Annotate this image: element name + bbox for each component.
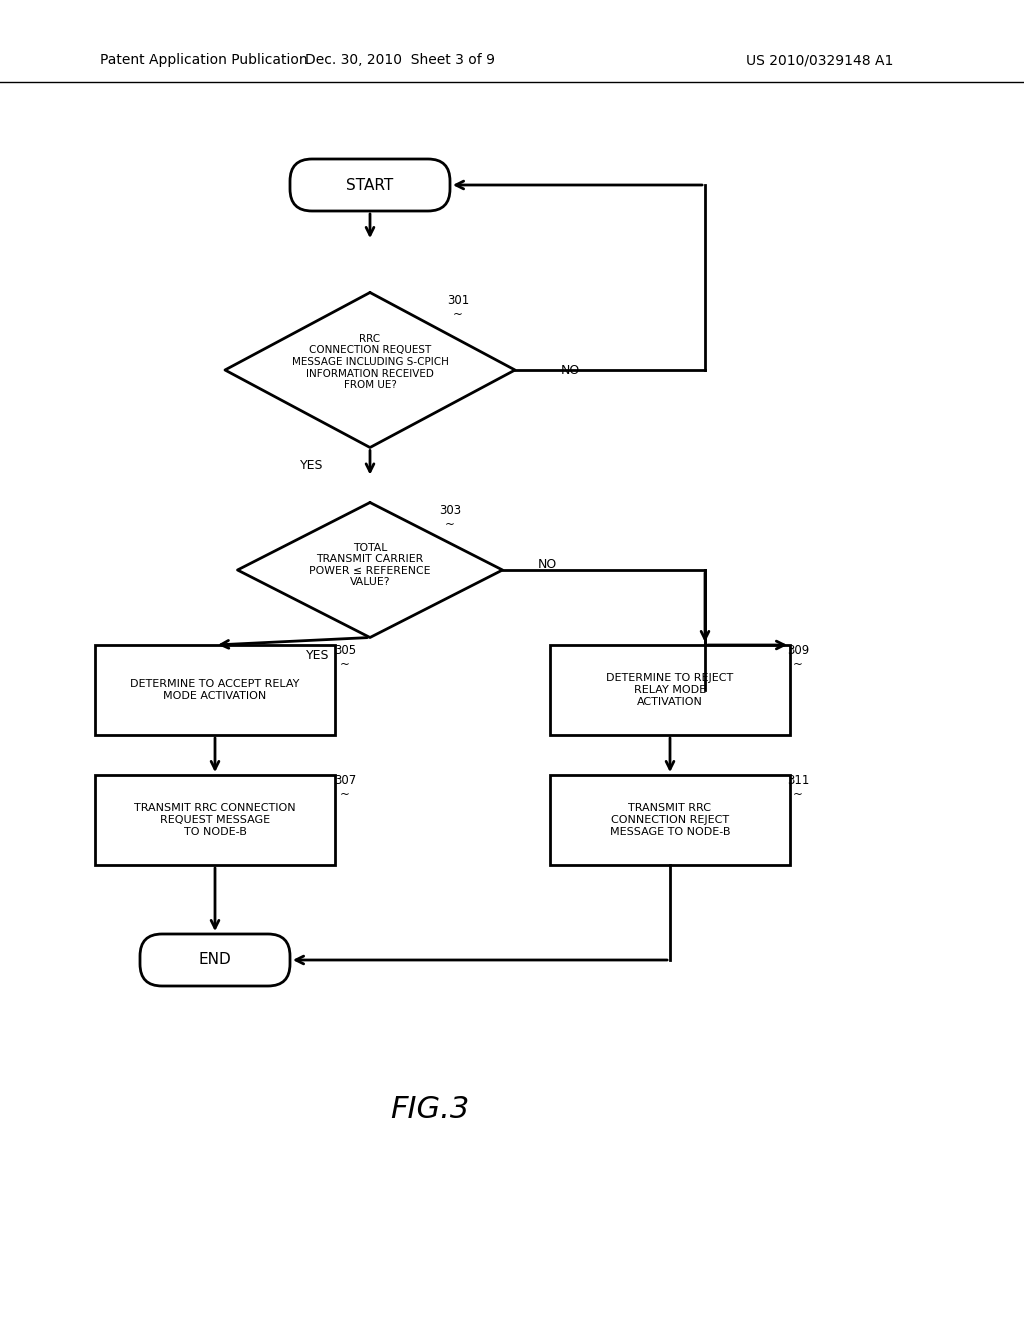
Text: ~: ~	[793, 657, 803, 671]
Text: Patent Application Publication: Patent Application Publication	[100, 53, 307, 67]
Bar	[550, 775, 790, 865]
Bar	[95, 645, 335, 735]
Text: US 2010/0329148 A1: US 2010/0329148 A1	[746, 53, 894, 67]
Text: 303: 303	[439, 504, 461, 517]
Text: TOTAL
TRANSMIT CARRIER
POWER ≤ REFERENCE
VALUE?: TOTAL TRANSMIT CARRIER POWER ≤ REFERENCE…	[309, 543, 431, 587]
Text: ~: ~	[453, 308, 463, 321]
Text: 305: 305	[334, 644, 356, 656]
Text: 311: 311	[786, 774, 809, 787]
FancyBboxPatch shape	[140, 935, 290, 986]
Text: ~: ~	[340, 657, 350, 671]
Text: 301: 301	[446, 294, 469, 308]
Text: START: START	[346, 177, 393, 193]
Text: ~: ~	[793, 788, 803, 800]
Text: END: END	[199, 953, 231, 968]
Text: RRC
CONNECTION REQUEST
MESSAGE INCLUDING S-CPICH
INFORMATION RECEIVED
FROM UE?: RRC CONNECTION REQUEST MESSAGE INCLUDING…	[292, 334, 449, 391]
Text: YES: YES	[300, 459, 324, 473]
Text: ~: ~	[445, 517, 455, 531]
Text: DETERMINE TO ACCEPT RELAY
MODE ACTIVATION: DETERMINE TO ACCEPT RELAY MODE ACTIVATIO…	[130, 680, 300, 701]
Text: ~: ~	[340, 788, 350, 800]
Text: 309: 309	[786, 644, 809, 656]
Text: FIG.3: FIG.3	[390, 1096, 470, 1125]
Text: 307: 307	[334, 774, 356, 787]
Text: YES: YES	[306, 649, 330, 663]
Text: NO: NO	[538, 558, 557, 572]
Text: NO: NO	[560, 363, 580, 376]
Bar	[95, 775, 335, 865]
Text: Dec. 30, 2010  Sheet 3 of 9: Dec. 30, 2010 Sheet 3 of 9	[305, 53, 495, 67]
Text: DETERMINE TO REJECT
RELAY MODE
ACTIVATION: DETERMINE TO REJECT RELAY MODE ACTIVATIO…	[606, 673, 733, 706]
FancyBboxPatch shape	[290, 158, 450, 211]
Text: TRANSMIT RRC
CONNECTION REJECT
MESSAGE TO NODE-B: TRANSMIT RRC CONNECTION REJECT MESSAGE T…	[609, 804, 730, 837]
Text: TRANSMIT RRC CONNECTION
REQUEST MESSAGE
TO NODE-B: TRANSMIT RRC CONNECTION REQUEST MESSAGE …	[134, 804, 296, 837]
Bar	[550, 645, 790, 735]
